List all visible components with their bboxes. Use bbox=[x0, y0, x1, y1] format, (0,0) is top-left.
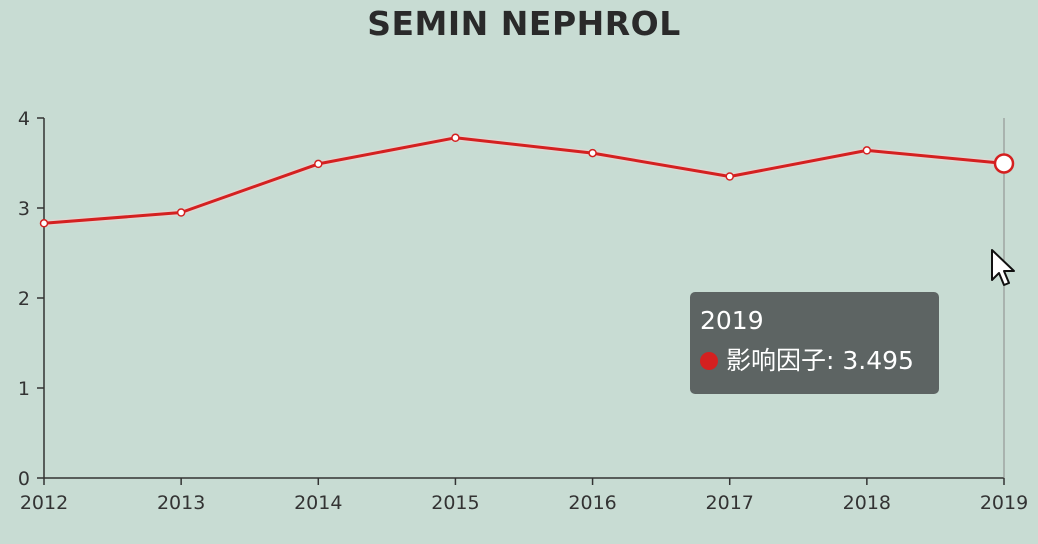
x-tick-label: 2015 bbox=[431, 492, 479, 514]
tooltip-row: 影响因子: 3.495 bbox=[700, 346, 939, 376]
y-tick-label: 1 bbox=[18, 378, 30, 400]
chart-title: SEMIN NEPHROL bbox=[367, 4, 681, 43]
series-line bbox=[43, 136, 1005, 225]
data-point[interactable] bbox=[725, 172, 734, 181]
data-point[interactable] bbox=[39, 219, 49, 228]
data-tooltip: 2019 影响因子: 3.495 bbox=[690, 292, 939, 394]
x-tick-label: 2019 bbox=[980, 492, 1028, 514]
data-point[interactable] bbox=[588, 148, 597, 158]
y-tick-label: 4 bbox=[18, 108, 30, 130]
series-marker-icon bbox=[700, 352, 718, 370]
series-layer bbox=[43, 134, 1005, 227]
x-tick-label: 2012 bbox=[20, 492, 68, 514]
data-point[interactable] bbox=[314, 159, 323, 169]
x-tick-label: 2016 bbox=[568, 492, 616, 514]
data-point-highlighted[interactable] bbox=[993, 153, 1015, 174]
arrow-cursor-icon bbox=[991, 249, 1015, 286]
points-layer[interactable] bbox=[39, 133, 1015, 228]
y-tick-label: 3 bbox=[18, 198, 30, 220]
tooltip-value-text: 影响因子: 3.495 bbox=[726, 346, 914, 375]
tooltip-title: 2019 bbox=[700, 306, 764, 335]
data-point[interactable] bbox=[176, 208, 186, 217]
data-point[interactable] bbox=[451, 133, 460, 143]
x-tick-label: 2017 bbox=[706, 492, 754, 514]
ticks-layer: 0 1 2 3 4 2012 2013 2014 2015 2016 2017 2018 2019 bbox=[18, 108, 1028, 514]
x-tick-label: 2013 bbox=[157, 492, 205, 514]
data-point[interactable] bbox=[862, 146, 872, 155]
y-tick-label: 0 bbox=[18, 468, 30, 490]
y-tick-label: 2 bbox=[18, 288, 30, 310]
x-tick-label: 2018 bbox=[843, 492, 891, 514]
x-tick-label: 2014 bbox=[294, 492, 342, 514]
